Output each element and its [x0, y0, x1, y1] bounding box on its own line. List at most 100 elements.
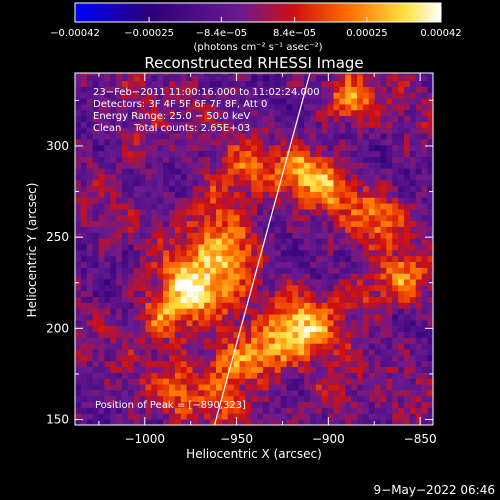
heatmap-cell — [204, 104, 211, 111]
heatmap-cell — [198, 197, 205, 204]
heatmap-cell — [304, 419, 311, 425]
heatmap-cell — [127, 220, 135, 227]
heatmap-cell — [174, 139, 182, 146]
heatmap-cell — [356, 109, 364, 117]
heatmap-cell — [110, 372, 117, 379]
heatmap-cell — [380, 232, 387, 239]
heatmap-cell — [304, 73, 311, 76]
heatmap-cell — [139, 226, 146, 233]
heatmap-cell — [345, 343, 352, 350]
heatmap-cell — [151, 419, 158, 425]
heatmap-cell — [145, 337, 152, 344]
heatmap-cell — [257, 360, 264, 368]
heatmap-cell — [257, 372, 264, 379]
heatmap-cell — [321, 127, 329, 134]
heatmap-cell — [186, 395, 193, 403]
heatmap-cell — [204, 168, 211, 175]
heatmap-cell — [292, 366, 299, 373]
heatmap-cell — [221, 284, 229, 292]
heatmap-cell — [139, 98, 146, 105]
heatmap-cell — [351, 168, 358, 175]
heatmap-cell — [198, 407, 205, 414]
heatmap-cell — [333, 384, 340, 391]
heatmap-cell — [286, 337, 293, 344]
heatmap-cell — [139, 255, 146, 262]
heatmap-cell — [327, 401, 334, 408]
heatmap-cell — [221, 144, 229, 152]
heatmap-cell — [174, 389, 182, 397]
heatmap-cell — [292, 378, 299, 385]
heatmap-cell — [427, 302, 433, 309]
heatmap-cell — [133, 156, 141, 163]
heatmap-cell — [145, 226, 152, 233]
heatmap-cell — [110, 127, 117, 134]
heatmap-cell — [403, 366, 411, 373]
heatmap-cell — [98, 80, 105, 87]
heatmap-cell — [274, 343, 282, 350]
heatmap-cell — [245, 191, 252, 198]
heatmap-cell — [292, 226, 299, 233]
heatmap-cell — [292, 238, 299, 245]
heatmap-cell — [116, 261, 123, 268]
heatmap-cell — [356, 360, 364, 368]
heatmap-cell — [221, 389, 229, 397]
heatmap-cell — [292, 133, 299, 140]
heatmap-cell — [251, 98, 258, 105]
heatmap-cell — [351, 354, 358, 362]
heatmap-cell — [198, 319, 205, 327]
heatmap-cell — [192, 139, 199, 146]
heatmap-cell — [221, 86, 229, 93]
heatmap-cell — [157, 296, 164, 303]
heatmap-cell — [192, 389, 199, 397]
heatmap-cell — [386, 273, 393, 280]
heatmap-cell — [139, 378, 146, 385]
heatmap-cell — [327, 144, 334, 152]
heatmap-cell — [92, 255, 99, 262]
heatmap-cell — [398, 366, 405, 373]
heatmap-cell — [221, 261, 229, 268]
heatmap-cell — [362, 372, 370, 379]
heatmap-cell — [415, 296, 423, 303]
heatmap-cell — [345, 354, 352, 362]
heatmap-cell — [210, 267, 217, 274]
heatmap-cell — [92, 139, 99, 146]
heatmap-cell — [239, 162, 246, 169]
heatmap-cell — [186, 419, 193, 425]
heatmap-cell — [104, 384, 111, 391]
heatmap-cell — [168, 127, 176, 134]
heatmap-cell — [274, 80, 282, 87]
heatmap-cell — [368, 419, 376, 425]
heatmap-cell — [286, 360, 293, 368]
heatmap-cell — [368, 144, 376, 152]
heatmap-cell — [239, 150, 246, 157]
heatmap-cell — [239, 144, 246, 152]
heatmap-cell — [333, 86, 340, 93]
heatmap-cell — [280, 419, 287, 425]
heatmap-cell — [368, 407, 376, 414]
heatmap-cell — [292, 360, 299, 368]
heatmap-cell — [368, 179, 376, 187]
heatmap-cell — [251, 389, 258, 397]
heatmap-cell — [421, 255, 428, 262]
heatmap-cell — [227, 232, 235, 239]
heatmap-cell — [157, 109, 164, 117]
heatmap-cell — [298, 92, 305, 99]
heatmap-cell — [392, 419, 399, 425]
heatmap-cell — [262, 133, 270, 140]
heatmap-cell — [145, 296, 152, 303]
heatmap-cell — [315, 360, 323, 368]
heatmap-cell — [192, 197, 199, 204]
heatmap-cell — [403, 139, 411, 146]
heatmap-cell — [210, 127, 217, 134]
heatmap-cell — [110, 319, 117, 327]
heatmap-cell — [427, 244, 433, 251]
heatmap-cell — [227, 127, 235, 134]
heatmap-cell — [198, 349, 205, 356]
heatmap-cell — [380, 349, 387, 356]
heatmap-cell — [286, 232, 293, 239]
heatmap-cell — [133, 308, 141, 315]
heatmap-cell — [415, 302, 423, 309]
heatmap-cell — [421, 232, 428, 239]
heatmap-cell — [227, 226, 235, 233]
heatmap-cell — [315, 98, 323, 105]
